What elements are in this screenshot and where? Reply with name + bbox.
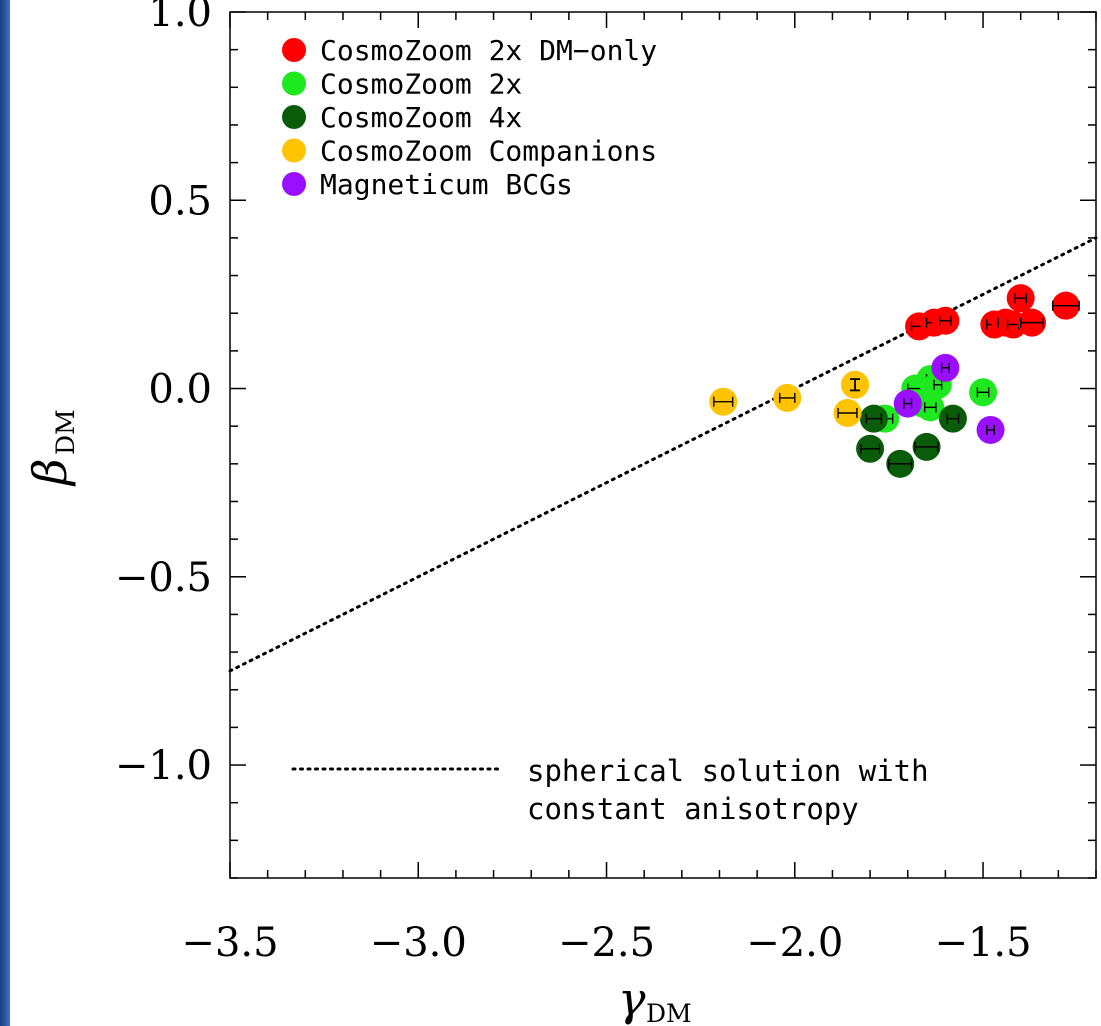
page-edge-strip [0,0,10,1026]
legend-label-2: CosmoZoom 4x [320,101,522,134]
reference-line-annotation: spherical solution with constant anisotr… [291,754,929,826]
error-bar-s2-p2 [888,458,913,469]
x-tick-label: −2.5 [558,920,655,966]
y-axis-label: β [23,458,77,487]
error-bar-s2-p1 [859,443,881,454]
legend-marker-3 [282,138,306,163]
legend-label-1: CosmoZoom 2x [320,68,522,101]
y-tick-label: 0.0 [148,367,212,413]
x-axis-label: γ [618,972,646,1026]
legend-marker-2 [282,105,306,129]
legend-label-3: CosmoZoom Companions [320,135,657,168]
error-bar-s0-p8 [1051,300,1080,311]
y-axis-title: β DM [23,409,80,487]
y-tick-label: −0.5 [115,555,212,601]
reference-line-label-line2: constant anisotropy [527,792,859,826]
legend-label-0: CosmoZoom 2x DM−only [320,34,657,67]
error-bar-s2-p4 [946,413,960,424]
axis-ticks [229,11,1097,879]
error-bar-s3-p1 [779,392,796,403]
error-bar-s2-p3 [914,441,939,452]
reference-line [228,236,1098,673]
error-bar-s0-p2 [939,315,952,326]
error-bar-s4-p2 [986,424,996,435]
reference-line-layer [228,236,1098,673]
error-bar-s1-p4 [933,379,943,390]
legend-label-4: Magneticum BCGs [320,168,573,201]
x-axis-label-subscript: DM [646,999,692,1026]
x-tick-label: −3.5 [181,920,278,966]
legend-marker-4 [282,172,306,196]
error-bar-s3-p0 [713,396,734,407]
x-tick-label: −1.5 [934,920,1031,966]
error-bar-s3-p3 [837,407,858,418]
error-bar-s4-p0 [903,398,913,409]
tick-labels: −3.5 −3.0 −2.5 −2.0 −1.5 1.0 0.5 0.0 −0.5 −1.0 [115,0,1032,966]
y-tick-label: 1.0 [148,0,212,36]
reference-line-label-line1: spherical solution with [527,754,929,788]
y-tick-label: 0.5 [148,178,212,224]
error-bar-s2-p0 [865,413,883,424]
y-axis-label-subscript: DM [51,409,80,455]
error-bar-s0-p7 [1019,317,1044,328]
error-bar-s1-p5 [923,402,937,413]
error-bar-s0-p6 [1014,293,1028,304]
legend-marker-0 [282,38,306,62]
data-points-layer [709,284,1080,478]
error-bar-s1-p6 [976,387,990,398]
x-tick-label: −3.0 [370,920,467,966]
y-tick-label: −1.0 [115,743,212,789]
error-bar-s3-p2 [850,378,861,392]
plot-frame [229,11,1097,879]
x-axis-title: γ DM [618,972,692,1026]
x-tick-label: −2.0 [746,920,843,966]
legend-marker-1 [282,71,306,96]
error-bar-s4-p1 [940,362,950,373]
